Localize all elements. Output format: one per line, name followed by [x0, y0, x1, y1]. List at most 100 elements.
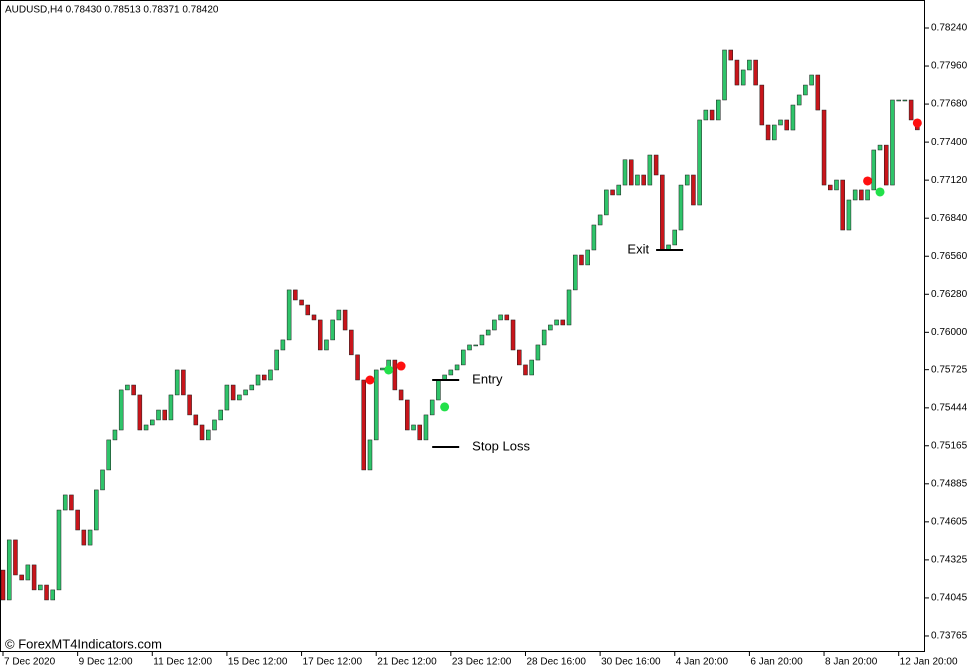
candle-body: [44, 584, 49, 601]
chart-title: AUDUSD,H4 0.78430 0.78513 0.78371 0.7842…: [5, 5, 219, 16]
candle-body: [50, 589, 56, 601]
candle-body: [398, 389, 404, 401]
signal-dot: [912, 118, 922, 128]
candle-body: [56, 509, 62, 591]
candle-body: [461, 349, 466, 366]
candle-body: [734, 59, 740, 86]
candle-body: [796, 94, 802, 106]
candle-body: [604, 189, 609, 216]
candle-body: [908, 99, 914, 121]
candle-body: [722, 49, 727, 101]
candle-body: [709, 109, 715, 121]
candle-body: [541, 329, 547, 346]
candle-body: [75, 509, 80, 531]
candle-body: [803, 84, 808, 96]
candle-body: [697, 119, 702, 206]
candle-body: [890, 99, 895, 186]
annotation-label: Stop Loss: [472, 438, 530, 453]
candle-body: [535, 344, 541, 361]
signal-dot: [440, 402, 450, 412]
candle-body: [684, 174, 690, 186]
x-tick-label: 28 Dec 16:00: [526, 657, 586, 668]
candle-body: [162, 409, 167, 421]
y-tick-label: 0.77680: [931, 99, 968, 110]
candle-body: [156, 409, 161, 421]
candle-body: [572, 254, 578, 291]
candle-body: [529, 359, 534, 376]
candle-body: [790, 104, 796, 131]
candle-body: [641, 174, 646, 186]
x-tick-label: 17 Dec 12:00: [303, 657, 363, 668]
candle-body: [286, 289, 292, 341]
candle-body: [131, 384, 136, 396]
candle-body: [69, 494, 74, 511]
y-tick-label: 0.75725: [931, 364, 968, 375]
candle-body: [299, 299, 304, 306]
candle-body: [622, 159, 628, 186]
candle-body: [31, 564, 37, 591]
candle-body: [579, 254, 584, 266]
candle-body: [840, 179, 845, 231]
x-tick-label: 7 Dec 2020: [4, 657, 56, 668]
candle-body: [237, 394, 242, 401]
candle-body: [871, 149, 877, 191]
candle-body: [25, 564, 31, 581]
candle-body: [349, 329, 354, 356]
candle-body: [106, 439, 111, 471]
y-tick-label: 0.74325: [931, 555, 968, 566]
x-tick-label: 9 Dec 12:00: [79, 657, 133, 668]
candle-body: [716, 99, 721, 121]
y-tick-label: 0.76280: [931, 289, 968, 300]
candle-body: [193, 414, 199, 426]
candle-body: [778, 119, 783, 126]
y-tick-label: 0.74885: [931, 478, 968, 489]
y-tick-label: 0.73765: [931, 631, 968, 642]
candle-body: [597, 214, 603, 226]
candle-body: [268, 369, 273, 381]
candle-body: [199, 424, 205, 441]
candle-body: [112, 429, 118, 441]
candle-body: [336, 309, 342, 321]
candle-body: [498, 314, 503, 321]
candle-body: [355, 354, 360, 381]
y-tick-label: 0.74605: [931, 516, 968, 527]
candle-body: [492, 319, 497, 331]
signal-dot: [875, 187, 885, 197]
candle-body: [317, 319, 323, 351]
candle-body: [417, 424, 422, 441]
signal-dot: [365, 375, 375, 385]
candle-body: [118, 389, 124, 431]
y-tick-label: 0.75444: [931, 402, 968, 413]
watermark: © ForexMT4Indicators.com: [5, 636, 162, 651]
candle-body: [249, 384, 255, 391]
candle-body: [94, 489, 99, 531]
y-tick-label: 0.76560: [931, 251, 968, 262]
candle-body: [765, 124, 771, 141]
candle-body: [554, 319, 559, 326]
candle-body: [230, 384, 236, 401]
candle-body: [859, 189, 864, 201]
annotation-label: Entry: [472, 371, 503, 386]
candle-body: [610, 189, 615, 196]
candle-body: [342, 309, 348, 331]
y-tick-label: 0.77120: [931, 175, 968, 186]
y-tick-label: 0.74045: [931, 593, 968, 604]
candle-body: [703, 109, 709, 121]
candle-body: [330, 319, 335, 341]
candle-body: [436, 379, 441, 401]
candle-body: [846, 199, 852, 231]
candle-body: [361, 379, 367, 471]
candle-body: [747, 59, 752, 71]
candle-body: [218, 409, 223, 421]
x-tick-label: 23 Dec 12:00: [452, 657, 512, 668]
candle-body: [566, 289, 572, 326]
candle-body: [653, 154, 659, 176]
candle-body: [38, 584, 43, 591]
candle-body: [647, 154, 653, 186]
candle-body: [591, 224, 597, 251]
x-tick-label: 12 Jan 20:00: [900, 657, 958, 668]
y-tick-label: 0.77400: [931, 137, 968, 148]
candle-body: [877, 144, 883, 151]
